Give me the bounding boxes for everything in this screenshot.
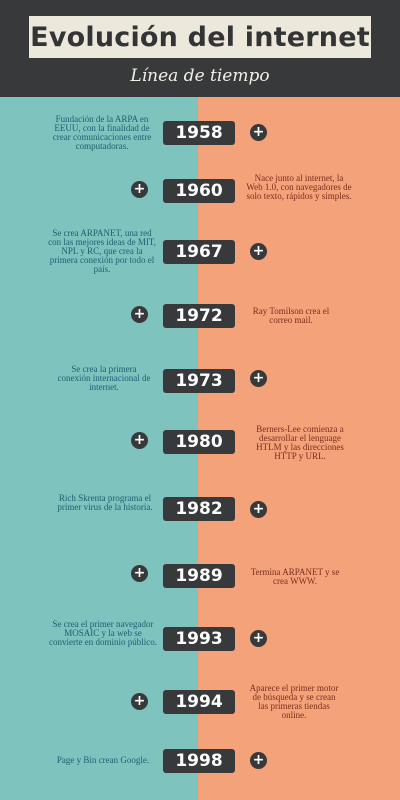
event-description: Se crea el primer navegador MOSAIC y la … <box>49 619 157 647</box>
plus-icon[interactable]: + <box>250 752 267 769</box>
year-badge: 1998 <box>163 749 235 773</box>
year-badge: 1972 <box>163 304 235 328</box>
event-description: Nace junto al internet, la Web 1.0, con … <box>246 173 352 201</box>
year-badge: 1973 <box>163 369 235 393</box>
page-subtitle: Línea de tiempo <box>130 66 270 86</box>
plus-icon[interactable]: + <box>250 124 267 141</box>
plus-icon[interactable]: + <box>131 565 148 582</box>
year-badge: 1960 <box>163 179 235 203</box>
plus-icon[interactable]: + <box>131 693 148 710</box>
year-badge: 1967 <box>163 240 235 264</box>
plus-icon[interactable]: + <box>250 630 267 647</box>
event-description: Aparece el primer motor de búsqueda y se… <box>249 683 339 720</box>
plus-icon[interactable]: + <box>131 432 148 449</box>
event-description: Fundación de la ARPA en EEUU, con la fin… <box>52 114 152 151</box>
event-description: Ray Tomilson crea el correo mail. <box>252 306 330 325</box>
plus-icon[interactable]: + <box>250 370 267 387</box>
event-description: Se crea ARPANET, una red con las mejores… <box>48 228 156 274</box>
year-badge: 1958 <box>163 121 235 145</box>
page-title: Evolución del internet <box>30 21 370 53</box>
year-badge: 1993 <box>163 627 235 651</box>
year-badge: 1994 <box>163 690 235 714</box>
plus-icon[interactable]: + <box>131 181 148 198</box>
event-description: Se crea la primera conexión internaciona… <box>57 364 151 392</box>
event-description: Page y Bin crean Google. <box>56 755 150 765</box>
header: Evolución del internet Línea de tiempo <box>0 0 400 97</box>
plus-icon[interactable]: + <box>131 306 148 323</box>
event-description: Termina ARPANET y se crea WWW. <box>250 567 340 586</box>
event-description: Rich Skrenta programa el primer virus de… <box>57 493 153 512</box>
plus-icon[interactable]: + <box>250 243 267 260</box>
event-description: Berners-Lee comienza a desarrollar el le… <box>256 424 344 461</box>
year-badge: 1980 <box>163 430 235 454</box>
plus-icon[interactable]: + <box>250 501 267 518</box>
year-badge: 1989 <box>163 564 235 588</box>
title-box: Evolución del internet <box>29 16 371 58</box>
year-badge: 1982 <box>163 497 235 521</box>
